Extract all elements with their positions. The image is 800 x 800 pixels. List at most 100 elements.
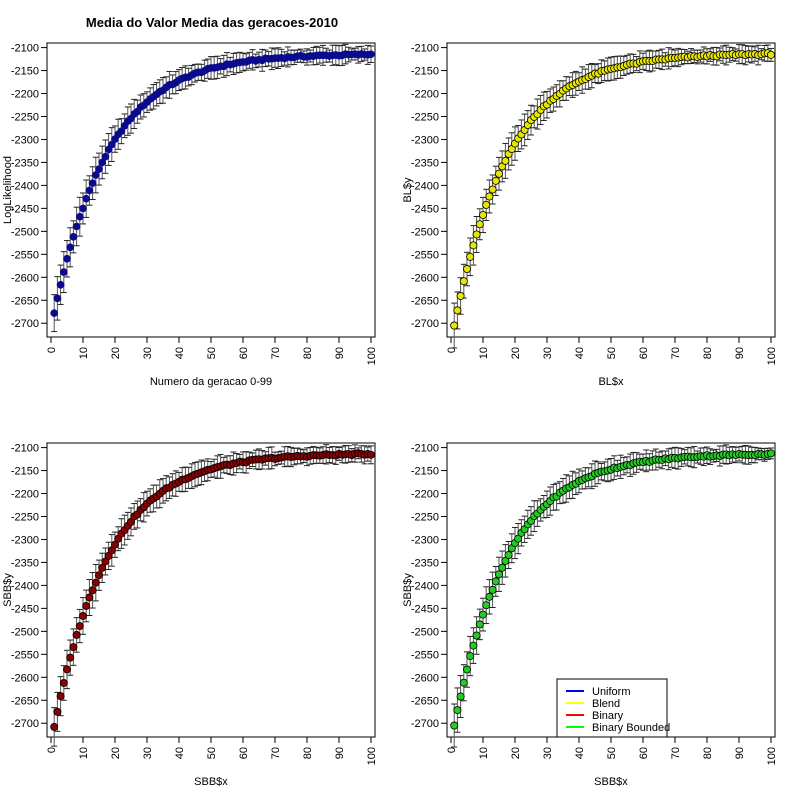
y-tick-label: -2500 [411, 226, 439, 238]
y-tick-label: -2550 [11, 249, 39, 261]
x-tick-label: 100 [766, 747, 778, 765]
data-point [53, 294, 62, 303]
x-tick-label: 60 [638, 747, 650, 759]
x-tick-label: 90 [734, 347, 746, 359]
y-tick-label: -2300 [411, 534, 439, 546]
x-tick-label: 30 [142, 747, 154, 759]
y-tick-label: -2500 [11, 226, 39, 238]
data-point [459, 277, 468, 286]
y-tick-label: -2550 [11, 649, 39, 661]
y-tick-label: -2150 [11, 66, 39, 78]
y-tick-label: -2600 [411, 672, 439, 684]
y-tick-label: -2400 [11, 180, 39, 192]
y-tick-label: -2150 [411, 66, 439, 78]
y-tick-label: -2250 [411, 512, 439, 524]
x-tick-label: 80 [302, 347, 314, 359]
y-tick-label: -2650 [11, 295, 39, 307]
x-tick-label: 10 [478, 347, 490, 359]
data-point [95, 165, 103, 173]
data-point [111, 540, 120, 549]
x-tick-label: 50 [606, 347, 618, 359]
data-point [79, 204, 87, 213]
data-point [95, 571, 104, 580]
y-tick-label: -2250 [11, 112, 39, 124]
x-tick-label: 100 [366, 747, 378, 765]
data-point [59, 678, 68, 687]
x-tick-label: 50 [606, 747, 618, 759]
y-tick-label: -2600 [11, 672, 39, 684]
data-point [98, 158, 107, 167]
y-tick-label: -2300 [11, 534, 39, 546]
x-tick-label: 0 [46, 747, 58, 753]
data-point [69, 643, 78, 652]
data-point [488, 585, 497, 594]
data-point [98, 563, 107, 572]
y-tick-label: -2300 [411, 134, 439, 146]
x-tick-label: 20 [510, 747, 522, 759]
data-point [82, 194, 91, 203]
data-point [485, 592, 494, 601]
data-point [366, 450, 375, 459]
data-point [75, 622, 84, 631]
data-point [767, 50, 776, 59]
y-tick-label: -2350 [411, 157, 439, 169]
y-tick-label: -2100 [411, 443, 439, 455]
x-tick-label: 90 [334, 747, 346, 759]
data-point [59, 268, 68, 276]
x-tick-label: 60 [238, 347, 250, 359]
x-tick-label: 80 [702, 747, 714, 759]
data-point [462, 265, 471, 274]
data-point [472, 230, 481, 239]
y-tick-label: -2550 [411, 649, 439, 661]
x-axis-label: SBB$x [594, 776, 628, 788]
legend-label: Blend [592, 698, 620, 710]
data-point [469, 641, 478, 650]
data-point [66, 653, 75, 662]
data-point [494, 570, 503, 579]
x-tick-label: 0 [446, 747, 458, 753]
y-tick-label: -2550 [411, 249, 439, 261]
y-tick-label: -2600 [11, 272, 39, 284]
x-axis-label: BL$x [598, 376, 624, 388]
y-axis-label: LogLikelihood [2, 156, 14, 224]
y-tick-label: -2350 [11, 157, 39, 169]
data-point [63, 254, 71, 263]
data-point [450, 721, 459, 730]
x-tick-label: 0 [46, 347, 58, 353]
x-tick-label: 90 [334, 347, 346, 359]
data-point [53, 707, 62, 716]
data-point [450, 321, 459, 330]
x-tick-label: 0 [446, 347, 458, 353]
chart-title: Media do Valor Media das geracoes-2010 [86, 15, 338, 30]
data-point [88, 179, 97, 188]
y-tick-label: -2500 [411, 626, 439, 638]
y-tick-label: -2200 [11, 89, 39, 101]
y-tick-label: -2650 [411, 695, 439, 707]
y-tick-label: -2100 [11, 443, 39, 455]
y-tick-label: -2100 [411, 43, 439, 55]
data-point [91, 171, 100, 179]
y-tick-label: -2500 [11, 626, 39, 638]
data-point [494, 169, 503, 178]
chart-panel-bottom-left: -2700 -2650 -2600 -2550 -2500 -2450 -2400 -2350… [2, 442, 378, 788]
data-point [456, 692, 465, 701]
legend-label: Binary [592, 710, 624, 722]
chart-panel-bottom-right: -2700 -2650 -2600 -2550 -2500 -2450 -2400 -2350… [402, 442, 778, 788]
x-tick-label: 70 [270, 347, 282, 359]
y-tick-label: -2200 [11, 489, 39, 501]
data-point [498, 563, 507, 572]
y-tick-label: -2700 [411, 718, 439, 730]
data-point [69, 232, 78, 241]
x-tick-label: 50 [206, 347, 218, 359]
data-point [72, 222, 81, 231]
x-tick-label: 40 [174, 747, 186, 759]
data-point [475, 220, 484, 229]
data-point [501, 156, 510, 165]
y-tick-label: -2150 [11, 466, 39, 478]
data-point [453, 306, 462, 315]
data-point [453, 706, 462, 715]
x-tick-label: 10 [78, 747, 90, 759]
x-tick-label: 70 [670, 747, 682, 759]
